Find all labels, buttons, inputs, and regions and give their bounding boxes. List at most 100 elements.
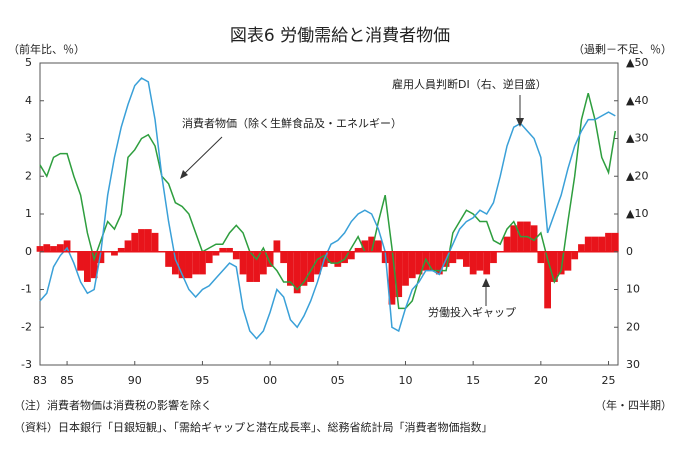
bar	[490, 251, 497, 264]
bar	[598, 236, 606, 252]
y2-tick-label: 20	[626, 320, 640, 333]
bar	[557, 251, 565, 275]
bar	[246, 251, 254, 282]
x-tick-label: 85	[60, 374, 74, 387]
bar	[341, 251, 348, 264]
bar	[503, 236, 511, 252]
bar	[402, 251, 409, 286]
x-tick-label: 10	[398, 374, 412, 387]
bar	[293, 251, 301, 294]
y-tick-label: -2	[21, 320, 32, 333]
bar	[307, 251, 315, 282]
y2-tick-label: 10	[626, 283, 640, 296]
bar	[185, 251, 193, 279]
y-tick-label: 1	[25, 207, 32, 220]
bar	[605, 232, 612, 252]
bar	[138, 229, 145, 252]
bar	[83, 251, 91, 282]
bar	[232, 251, 240, 260]
bar	[151, 232, 159, 252]
y2-tick-label: ▲20	[626, 169, 648, 182]
bar	[253, 251, 260, 282]
bar	[327, 251, 335, 264]
line	[39, 93, 617, 310]
y-tick-label: 4	[25, 94, 32, 107]
annotation: 雇用人員判断DI（右、逆目盛）	[392, 77, 547, 91]
bar	[469, 251, 477, 275]
bar	[266, 251, 274, 267]
bar	[591, 236, 599, 252]
x-tick-label: 15	[466, 374, 480, 387]
x-axis-label: （年・四半期）	[595, 398, 672, 412]
x-tick-label: 25	[602, 374, 616, 387]
arrowhead	[482, 278, 490, 287]
bar	[36, 246, 44, 252]
bar	[77, 251, 84, 271]
bar	[131, 232, 139, 252]
bar	[550, 251, 558, 282]
y2-tick-label: 30	[626, 358, 640, 371]
bar	[287, 251, 294, 286]
bar	[388, 251, 396, 305]
annotation: 消費者物価（除く生鮮食品及・エネルギー）	[182, 116, 402, 130]
bar	[259, 251, 267, 275]
bar	[476, 251, 484, 271]
y-tick-label: -3	[21, 358, 32, 371]
bar	[530, 225, 538, 252]
x-tick-label: 05	[331, 374, 345, 387]
bar	[544, 251, 551, 309]
bar	[395, 251, 403, 298]
bar	[205, 251, 213, 264]
bar	[219, 247, 227, 252]
bar	[239, 251, 247, 275]
annotation-arrow	[182, 136, 223, 176]
bar	[212, 251, 220, 256]
bar	[463, 251, 470, 267]
bar	[192, 251, 200, 275]
bar	[56, 244, 64, 252]
bar	[144, 229, 152, 252]
bar	[43, 244, 51, 252]
bar	[456, 251, 464, 260]
bar	[111, 251, 118, 256]
bar	[483, 251, 491, 275]
bar	[300, 251, 308, 286]
arrowhead	[180, 170, 188, 179]
bar	[334, 251, 342, 267]
bar	[90, 251, 98, 279]
y-tick-label: -1	[21, 283, 32, 296]
bar	[124, 240, 132, 252]
annotation: 労働投入ギャップ	[428, 305, 516, 319]
bar	[63, 240, 71, 252]
x-tick-label: 90	[128, 374, 142, 387]
bar	[449, 251, 457, 264]
bar	[611, 232, 619, 252]
bar	[429, 251, 436, 271]
bar	[314, 251, 321, 275]
bar	[415, 251, 423, 275]
x-tick-label: 95	[195, 374, 209, 387]
y2-tick-label: 0	[626, 245, 633, 258]
note: （注）消費者物価は消費税の影響を除く	[14, 398, 212, 412]
x-tick-label: 00	[263, 374, 277, 387]
y2-axis-label: （過剰－不足、％）	[573, 43, 672, 56]
bar	[584, 236, 592, 252]
bar	[165, 251, 172, 267]
source: （資料）日本銀行「日銀短観」、「需給ギャップと潜在成長率」、総務省統計局「消費者…	[14, 420, 493, 434]
bar	[537, 251, 545, 264]
x-tick-label: 83	[33, 374, 47, 387]
bar	[199, 251, 206, 275]
bar	[280, 251, 288, 264]
bar	[361, 240, 369, 252]
bar	[354, 247, 362, 252]
bar	[347, 251, 355, 260]
bar	[226, 247, 233, 252]
bar	[368, 236, 376, 252]
bar	[564, 251, 572, 271]
bar	[578, 244, 585, 252]
y2-tick-label: ▲50	[626, 56, 648, 69]
y2-tick-label: ▲30	[626, 132, 648, 145]
y2-tick-label: ▲40	[626, 94, 648, 107]
y2-tick-label: ▲10	[626, 207, 648, 220]
